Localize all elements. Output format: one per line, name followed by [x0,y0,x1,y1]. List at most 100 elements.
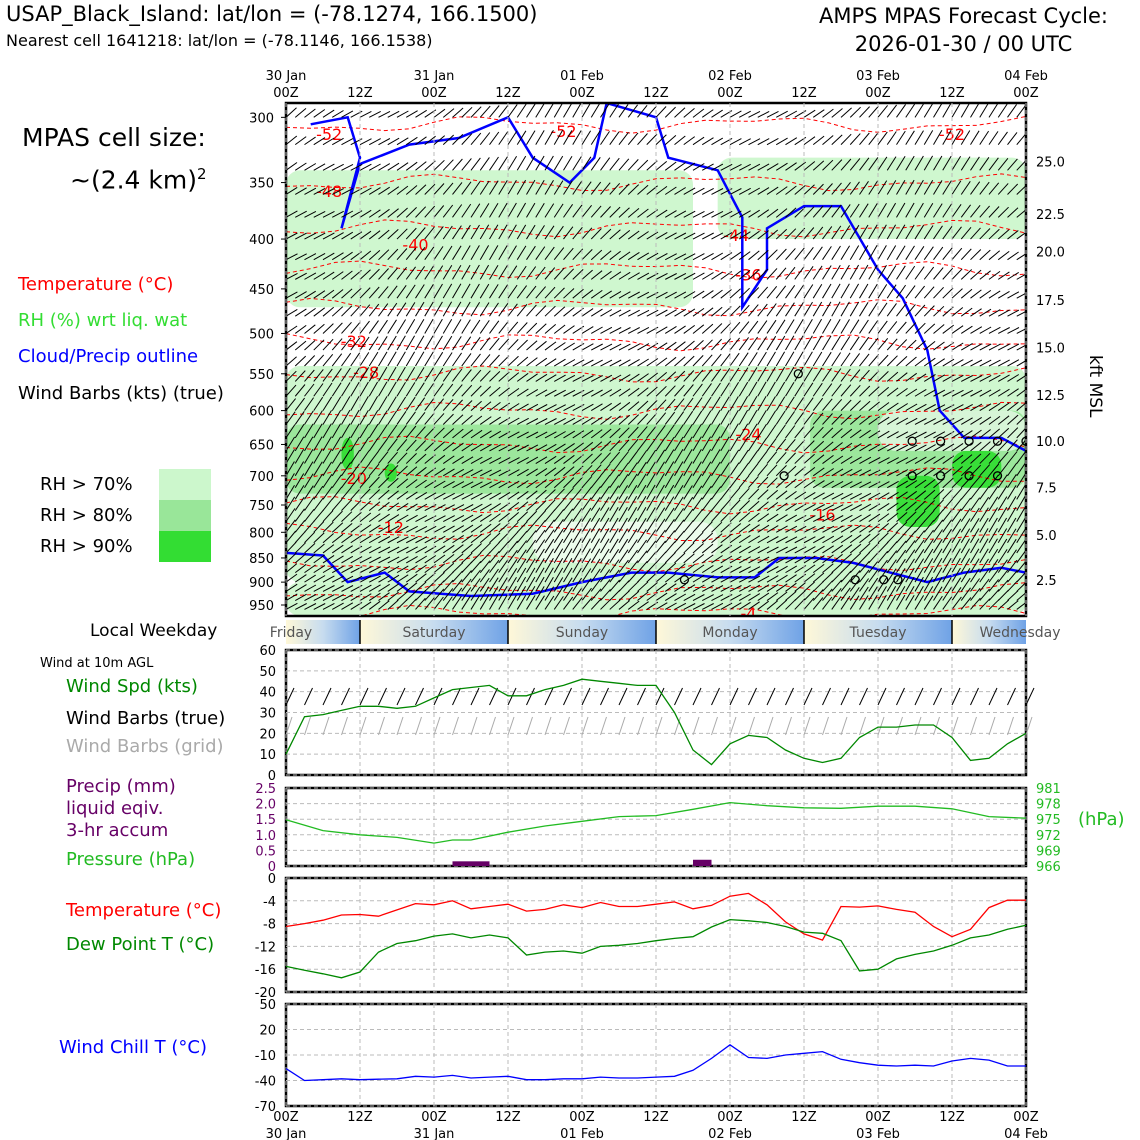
wind-barb [646,473,656,488]
wind-barb [849,456,862,464]
wind-barb [341,474,352,489]
grid-wind-barb [896,716,903,736]
wind-barb [627,496,638,511]
legend-rh80-swatch [159,500,211,531]
wind-barb [581,558,592,573]
wind-barb [960,342,973,351]
wind-barb [563,130,573,145]
pressure-tick-label: 966 [1036,860,1061,875]
wind-barb [794,351,804,367]
wind-barb [461,514,474,523]
wind-barb [331,382,342,397]
wind-barb [702,594,714,601]
wind-barb [739,556,751,564]
isotherm-line [286,365,1026,383]
wind-barb [350,231,363,240]
calm-circle [964,471,974,481]
wind-barb [359,437,370,452]
wind-barb [979,538,989,554]
wind-barb [711,575,724,583]
wind-barb [970,156,980,171]
wind-barb [470,319,481,334]
wind-barb [840,428,853,439]
wind-barb [923,567,934,583]
wind-barb [775,424,786,439]
wind-barb [470,106,482,118]
wind-barb [683,136,695,146]
wind-barb [341,231,354,240]
wind-barb [294,397,306,411]
wind-barb [803,597,815,610]
wind-barb [923,323,936,334]
isotherm-label: -24 [735,425,761,444]
wind-barb [591,359,603,367]
wind-barb [498,531,510,544]
wind-barb [785,411,796,425]
wind-barb [748,488,760,500]
wind-barb [470,569,481,583]
kft-tick-label: 22.5 [1036,208,1065,223]
wind-barb [748,512,760,522]
wind-barb [526,403,539,412]
wind-barb [914,500,926,511]
weekday-segment [952,620,1026,644]
wind-barb [960,204,972,218]
wind-barb [803,136,816,146]
wind-barb [951,342,964,351]
wind-barb [1016,292,1026,299]
wind-barb [627,570,639,583]
wind-barb [442,579,454,592]
wind-barb [683,564,696,574]
wind-barb [590,157,601,171]
wind-barb [942,538,952,554]
wind-barb [877,354,889,367]
grid-wind-barb [748,716,755,736]
wind-barb [665,273,677,280]
wind-barb [470,524,483,533]
wind-barb [581,429,594,439]
wind-barb [933,509,944,522]
wind-barb [479,386,492,397]
pressure-tick-label: 650 [249,438,274,453]
wind-barb [738,409,749,425]
wind-barb [896,417,909,425]
wind-barb [387,335,397,351]
wind-barb [516,202,527,218]
wind-barb [322,585,335,592]
wind-barb [960,307,973,317]
wind-barb [424,318,434,334]
wind-barb [803,503,816,512]
wind-barb [933,489,945,500]
wind-barb [304,187,317,195]
wind-barb [988,474,999,489]
wind-barb [775,381,786,397]
wind-barb [405,110,418,118]
wind-barb [914,539,925,554]
wind-barb [286,541,297,554]
wind-barb [590,416,603,425]
wind-barb [646,518,656,533]
wind-barb [766,583,779,592]
wind-barb [600,548,610,564]
wind-barb [896,284,907,299]
wind-barb [627,473,638,488]
wind-barb [683,272,696,280]
wind-barb [489,568,499,583]
wind-barb [627,251,640,261]
wind-barb [526,431,539,439]
wind-barb [877,541,889,554]
wind-barb [701,396,712,411]
wind-barb [507,355,519,367]
wind-barb [507,417,520,425]
wind-barb [914,246,925,260]
wind-barb [822,283,832,299]
wind-barb [331,338,343,351]
wind-barb [655,562,667,573]
wind-barb [785,396,795,411]
wind-barb [516,490,529,500]
wind-barb [655,540,666,554]
wind-barb [813,492,825,500]
wind-barb [664,484,675,500]
wind-barb [304,564,316,574]
wind-barb [553,155,564,171]
